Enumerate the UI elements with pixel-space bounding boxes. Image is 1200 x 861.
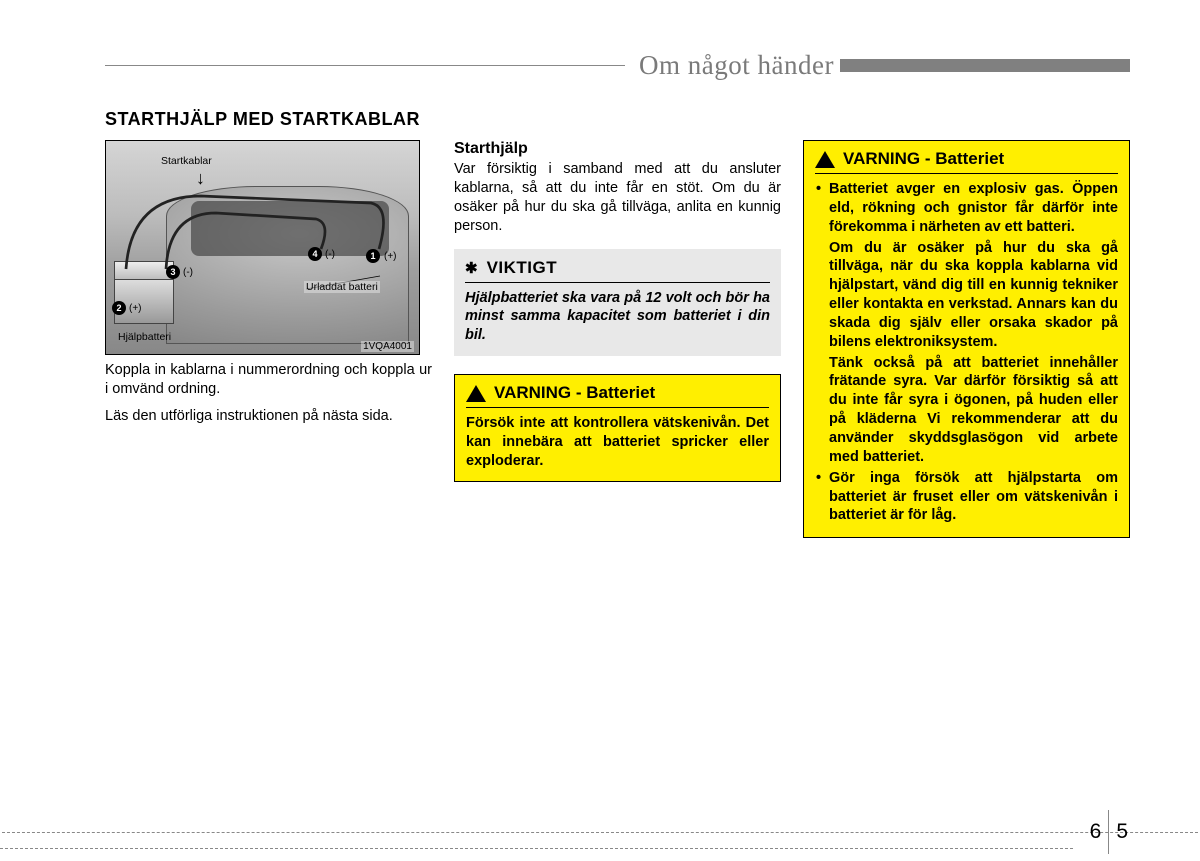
header-block bbox=[840, 59, 1130, 72]
warn-bullet-1-sub1: Om du är osäker på hur du ska gå tillväg… bbox=[829, 239, 1118, 352]
page-num: 5 bbox=[1116, 820, 1128, 844]
column-1: Startkablar ↓ Hjälpbatteri Urladdat batt… bbox=[105, 140, 432, 538]
important-title: VIKTIGT bbox=[487, 258, 558, 278]
col2-intro: Var försiktig i samband med att du anslu… bbox=[454, 160, 781, 237]
discharged-battery-label: Urladdat batteri bbox=[304, 281, 380, 293]
important-body: Hjälpbatteriet ska vara på 12 volt och b… bbox=[465, 289, 770, 346]
warn-bullet-2: Gör inga försök att hjälpstarta om batte… bbox=[815, 469, 1118, 526]
warning-icon bbox=[466, 385, 486, 402]
section-title: STARTHJÄLP MED STARTKABLAR bbox=[105, 109, 1130, 130]
warning2-list: Batteriet avger en explosiv gas. Öppen e… bbox=[815, 180, 1118, 525]
column-3: VARNING - Batteriet Batteriet avger en e… bbox=[803, 140, 1130, 538]
col1-text-2: Läs den utförliga instruktionen på nästa… bbox=[105, 407, 432, 426]
image-code: 1VQA4001 bbox=[361, 341, 414, 352]
polarity-3: (-) bbox=[183, 267, 193, 278]
arrow-down-icon: ↓ bbox=[196, 168, 205, 189]
marker-1: 1 bbox=[366, 249, 380, 263]
cable-label: Startkablar bbox=[161, 155, 212, 167]
warning2-title: VARNING - Batteriet bbox=[843, 149, 1004, 169]
page-footer: 6 5 bbox=[0, 832, 1200, 849]
col2-heading: Starthjälp bbox=[454, 140, 781, 158]
important-box: ✱ VIKTIGT Hjälpbatteriet ska vara på 12 … bbox=[454, 249, 781, 357]
cable-svg bbox=[106, 141, 420, 355]
chapter-header: Om något händer bbox=[105, 50, 1130, 81]
header-rule bbox=[105, 65, 625, 66]
polarity-1: (+) bbox=[384, 251, 397, 262]
warn-bullet-1: Batteriet avger en explosiv gas. Öppen e… bbox=[815, 180, 1118, 467]
help-battery-label: Hjälpbatteri bbox=[118, 331, 171, 343]
warning1-body: Försök inte att kontrollera vätskenivån.… bbox=[466, 414, 769, 471]
polarity-4: (-) bbox=[325, 249, 335, 260]
marker-2: 2 bbox=[112, 301, 126, 315]
warning-box-1: VARNING - Batteriet Försök inte att kont… bbox=[454, 374, 781, 482]
warning-icon bbox=[815, 151, 835, 168]
warn-bullet-1-sub2: Tänk också på att batteriet innehåller f… bbox=[829, 354, 1118, 467]
marker-4: 4 bbox=[308, 247, 322, 261]
page-number-box: 6 5 bbox=[1090, 817, 1128, 847]
column-2: Starthjälp Var försiktig i samband med a… bbox=[454, 140, 781, 538]
warning1-title: VARNING - Batteriet bbox=[494, 383, 655, 403]
chapter-title: Om något händer bbox=[625, 50, 840, 81]
polarity-2: (+) bbox=[129, 303, 142, 314]
chapter-num: 6 bbox=[1090, 820, 1102, 844]
marker-3: 3 bbox=[166, 265, 180, 279]
warning-box-2: VARNING - Batteriet Batteriet avger en e… bbox=[803, 140, 1130, 538]
col1-text-1: Koppla in kablarna i nummerordning och k… bbox=[105, 361, 432, 399]
jumpstart-diagram: Startkablar ↓ Hjälpbatteri Urladdat batt… bbox=[105, 140, 420, 355]
asterisk-icon: ✱ bbox=[465, 259, 478, 277]
